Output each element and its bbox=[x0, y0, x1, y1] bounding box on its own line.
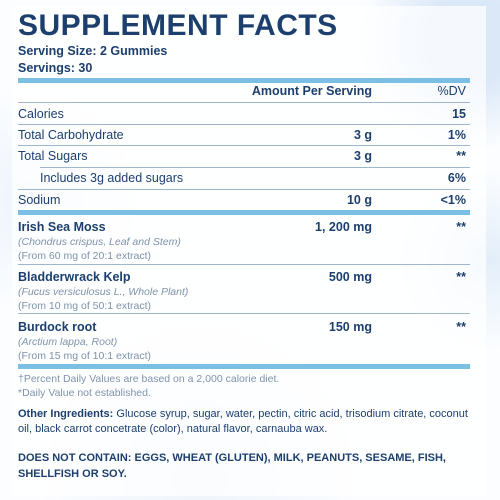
label-panel bbox=[12, 6, 486, 496]
divider bbox=[40, 167, 470, 168]
header-dv: %DV bbox=[437, 84, 466, 98]
nutrient-label: Includes 3g added sugars bbox=[40, 171, 184, 185]
ingredient-extract: (From 10 mg of 50:1 extract) bbox=[18, 300, 152, 312]
nutrient-amount: 10 g bbox=[346, 193, 372, 207]
divider bbox=[18, 264, 470, 265]
nutrient-row: Total Sugars 3 g ** bbox=[18, 146, 470, 166]
nutrient-label: Calories bbox=[18, 107, 64, 121]
nutrient-row: Includes 3g added sugars 6% bbox=[18, 168, 470, 188]
nutrient-dv: 6% bbox=[447, 171, 466, 185]
ingredient-name: Burdock root bbox=[18, 320, 97, 334]
divider bbox=[18, 124, 470, 125]
nutrient-dv: 15 bbox=[452, 107, 466, 121]
ingredient-name: Irish Sea Moss bbox=[18, 220, 106, 234]
ingredient-block: Irish Sea Moss 1, 200 mg ** (Chondrus cr… bbox=[18, 220, 470, 265]
nutrient-dv: <1% bbox=[440, 193, 466, 207]
nutrient-amount: 3 g bbox=[353, 149, 372, 163]
ingredient-amount: 1, 200 mg bbox=[315, 220, 372, 234]
ingredient-dv: ** bbox=[456, 270, 466, 284]
divider-thick bbox=[18, 210, 470, 215]
column-header: Amount Per Serving %DV bbox=[18, 81, 470, 101]
nutrient-row: Calories 15 bbox=[18, 104, 470, 124]
divider-top bbox=[18, 78, 470, 83]
facts-title: SUPPLEMENT FACTS bbox=[18, 9, 338, 42]
ingredient-extract: (From 15 mg of 10:1 extract) bbox=[18, 350, 152, 362]
serving-size: Serving Size: 2 Gummies bbox=[18, 44, 168, 58]
ingredient-block: Burdock root 150 mg ** (Arctium lappa, R… bbox=[18, 320, 470, 365]
other-ingredients-text: Glucose syrup, sugar, water, pectin, cit… bbox=[18, 408, 468, 435]
does-not-contain: DOES NOT CONTAIN: EGGS, WHEAT (GLUTEN), … bbox=[18, 452, 446, 480]
footnote-not-established: *Daily Value not established. bbox=[18, 387, 151, 399]
divider bbox=[18, 313, 470, 314]
nutrient-dv: ** bbox=[456, 149, 466, 163]
divider-thick bbox=[18, 364, 470, 369]
nutrient-label: Sodium bbox=[18, 193, 61, 207]
ingredient-dv: ** bbox=[456, 320, 466, 334]
ingredient-amount: 500 mg bbox=[328, 270, 372, 284]
ingredient-dv: ** bbox=[456, 220, 466, 234]
nutrient-row: Sodium 10 g <1% bbox=[18, 190, 470, 210]
servings-count: Servings: 30 bbox=[18, 61, 93, 75]
ingredient-latin: (Chondrus crispus, Leaf and Stem) bbox=[18, 236, 181, 248]
divider bbox=[18, 102, 470, 103]
divider bbox=[18, 145, 470, 146]
ingredient-block: Bladderwrack Kelp 500 mg ** (Fucus versi… bbox=[18, 270, 470, 315]
ingredient-latin: (Arctium lappa, Root) bbox=[18, 336, 118, 348]
nutrient-label: Total Carbohydrate bbox=[18, 128, 124, 142]
header-amount: Amount Per Serving bbox=[251, 84, 372, 98]
ingredient-name: Bladderwrack Kelp bbox=[18, 270, 131, 284]
footnote-dv: †Percent Daily Values are based on a 2,0… bbox=[18, 373, 280, 385]
nutrient-dv: 1% bbox=[447, 128, 466, 142]
ingredient-latin: (Fucus versiculosus L., Whole Plant) bbox=[18, 286, 189, 298]
ingredient-amount: 150 mg bbox=[328, 320, 372, 334]
nutrient-row: Total Carbohydrate 3 g 1% bbox=[18, 125, 470, 145]
nutrient-amount: 3 g bbox=[353, 128, 372, 142]
ingredient-extract: (From 60 mg of 20:1 extract) bbox=[18, 250, 152, 262]
divider bbox=[18, 189, 470, 190]
other-ingredients: Other Ingredients: Glucose syrup, sugar,… bbox=[18, 407, 473, 437]
other-ingredients-label: Other Ingredients: bbox=[18, 408, 114, 420]
nutrient-label: Total Sugars bbox=[18, 149, 88, 163]
